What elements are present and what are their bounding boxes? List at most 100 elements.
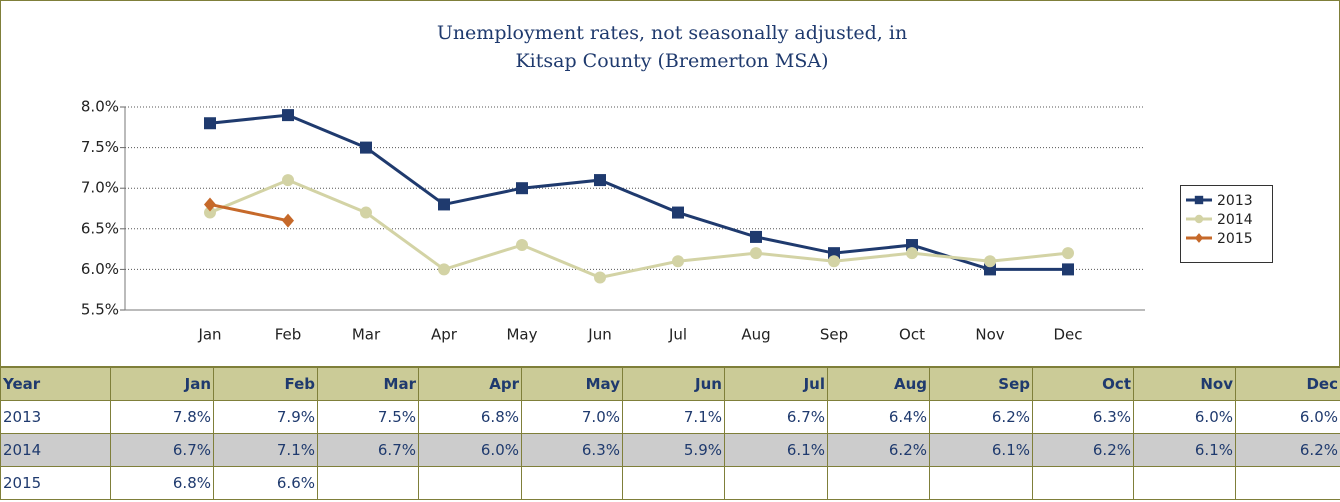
marker — [282, 174, 294, 187]
table-cell: 6.0% — [418, 433, 522, 467]
marker — [906, 247, 918, 260]
x-tick-label: Jan — [197, 326, 221, 344]
table-row: Year Jan Feb Mar Apr May Jun Jul Aug Sep Oct Nov Dec — [0, 367, 1340, 401]
table-cell: Dec — [1235, 367, 1340, 401]
table-cell: 6.6% — [213, 466, 318, 500]
y-tick-label: 6.0% — [81, 260, 119, 278]
x-tick-label: May — [506, 326, 537, 344]
table-cell: 7.1% — [622, 400, 725, 434]
table-cell: 6.0% — [1133, 400, 1236, 434]
x-tick-label: Jun — [587, 326, 611, 344]
marker — [594, 174, 606, 187]
marker — [672, 206, 684, 219]
x-tick-label: Apr — [431, 326, 458, 344]
marker — [594, 271, 606, 284]
table-cell: Jun — [622, 367, 725, 401]
marker — [282, 109, 294, 122]
empty-cell — [1133, 466, 1236, 500]
empty-cell — [929, 466, 1033, 500]
series-line — [209, 202, 289, 223]
table-cell: 7.1% — [213, 433, 318, 467]
table-cell: Sep — [929, 367, 1033, 401]
table-cell: 5.9% — [622, 433, 725, 467]
table-cell: 6.8% — [418, 400, 522, 434]
series-line — [209, 113, 1068, 271]
table-cell: Feb — [213, 367, 318, 401]
table-cell: Jul — [724, 367, 828, 401]
table-cell: May — [521, 367, 623, 401]
y-tick-label: 5.5% — [81, 301, 119, 319]
empty-cell — [317, 466, 419, 500]
marker — [984, 255, 996, 268]
legend-label: 2015 — [1217, 231, 1253, 247]
table-cell: 6.1% — [929, 433, 1033, 467]
table-cell: Apr — [418, 367, 522, 401]
table-row: 2015 6.8% 6.6% — [0, 466, 1340, 500]
empty-cell — [724, 466, 828, 500]
table-cell: 6.2% — [1032, 433, 1134, 467]
table-row: 2013 7.8% 7.9% 7.5% 6.8% 7.0% 7.1% 6.7% 6.4% 6.2%… — [0, 400, 1340, 434]
table-cell: 6.8% — [110, 466, 214, 500]
table-cell: 2015 — [0, 466, 111, 500]
marker — [1062, 247, 1074, 260]
marker — [1062, 263, 1074, 276]
empty-cell — [521, 466, 623, 500]
x-tick-label: Nov — [975, 326, 1004, 344]
data-table: Year Jan Feb Mar Apr May Jun Jul Aug Sep Oct Nov Dec… — [0, 367, 1340, 500]
table-cell: 6.1% — [724, 433, 828, 467]
x-tick-label: Aug — [741, 326, 770, 344]
marker — [750, 247, 762, 260]
table-cell: Jan — [110, 367, 214, 401]
marker — [204, 197, 216, 212]
marker — [516, 239, 528, 252]
table-cell: Aug — [827, 367, 930, 401]
table-cell: Oct — [1032, 367, 1134, 401]
marker — [828, 255, 840, 268]
series-line — [209, 178, 1069, 280]
x-tick-label: Sep — [820, 326, 848, 344]
x-tick-label: Mar — [352, 326, 381, 344]
x-tick-label: Jul — [668, 326, 687, 344]
y-tick-label: 7.0% — [81, 179, 119, 197]
table-cell: 6.0% — [1235, 400, 1340, 434]
marker — [204, 117, 216, 130]
marker — [438, 263, 450, 276]
y-tick-label: 8.0% — [81, 98, 119, 116]
table-row: 2014 6.7% 7.1% 6.7% 6.0% 6.3% 5.9% 6.1% 6.2% 6.1%… — [0, 433, 1340, 467]
chart-frame — [0, 0, 1340, 367]
empty-cell — [622, 466, 725, 500]
chart-title: Kitsap County (Bremerton MSA) — [515, 50, 828, 72]
marker — [672, 255, 684, 268]
empty-cell — [1032, 466, 1134, 500]
legend-marker — [1194, 214, 1204, 224]
table-cell: Mar — [317, 367, 419, 401]
table-cell: 6.3% — [521, 433, 623, 467]
x-tick-label: Feb — [275, 326, 302, 344]
table-cell: 6.2% — [1235, 433, 1340, 467]
empty-cell — [418, 466, 522, 500]
x-tick-label: Dec — [1053, 326, 1082, 344]
table-cell: 6.3% — [1032, 400, 1134, 434]
chart: Unemployment rates, not seasonally adjus… — [0, 0, 1340, 367]
marker — [516, 182, 528, 195]
marker — [282, 213, 294, 228]
legend-label: 2013 — [1217, 193, 1253, 209]
table-cell: 6.4% — [827, 400, 930, 434]
table-cell: 7.0% — [521, 400, 623, 434]
table-cell: 6.7% — [110, 433, 214, 467]
table-cell: 6.2% — [929, 400, 1033, 434]
marker — [360, 206, 372, 219]
y-tick-label: 6.5% — [81, 219, 119, 237]
marker — [438, 198, 450, 211]
marker — [204, 206, 216, 219]
marker — [750, 230, 762, 243]
table-cell: 2013 — [0, 400, 111, 434]
table-cell: Year — [0, 367, 111, 401]
table-cell: 2014 — [0, 433, 111, 467]
table-cell: 6.2% — [827, 433, 930, 467]
marker — [360, 141, 372, 154]
table-cell: 7.5% — [317, 400, 419, 434]
legend-marker — [1194, 195, 1204, 205]
table-cell: Nov — [1133, 367, 1236, 401]
